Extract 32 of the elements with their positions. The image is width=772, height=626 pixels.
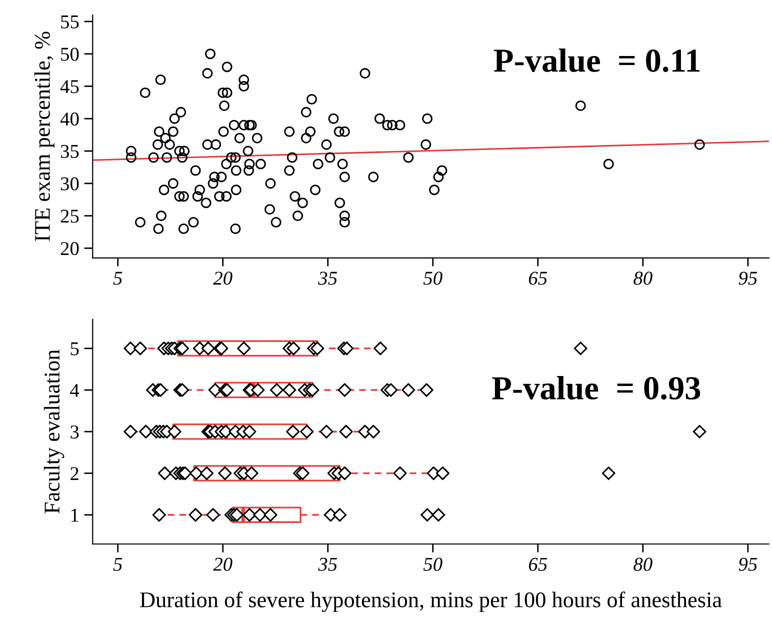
y-tick-label: 50	[61, 48, 79, 61]
x-tick-label: 35	[318, 272, 338, 285]
x-tick-label: 20	[213, 558, 232, 571]
x-tick-label: 95	[738, 558, 758, 571]
y-tick-label: 2	[70, 467, 78, 480]
x-tick-label: 80	[634, 558, 652, 571]
y-axis-title: Faculty evaluation	[44, 350, 64, 514]
annotation: P-value = 0.93	[492, 376, 700, 400]
x-tick-label: 65	[528, 272, 548, 285]
x-tick-label: 65	[528, 558, 548, 571]
x-tick-label: 95	[738, 272, 758, 285]
x-tick-label: 80	[634, 272, 652, 285]
x-tick-label: 35	[318, 558, 338, 571]
x-tick-label: 5	[113, 558, 122, 571]
y-tick-label: 35	[60, 144, 79, 158]
y-tick-label: 30	[60, 177, 79, 190]
y-tick-label: 40	[60, 112, 79, 126]
y-tick-label: 4	[70, 384, 80, 397]
x-axis-title: Duration of severe hypotension, mins per 100 hours of anesthesia	[140, 591, 722, 612]
y-tick-label: 5	[70, 342, 79, 356]
x-tick-label: 20	[213, 272, 232, 285]
y-tick-label: 55	[61, 16, 79, 28]
x-tick-label: 5	[113, 272, 122, 285]
x-tick-label: 50	[423, 558, 442, 571]
y-tick-label: 20	[60, 242, 79, 256]
y-tick-label: 45	[60, 80, 79, 94]
y-tick-label: 3	[70, 425, 79, 439]
y-tick-label: 25	[60, 210, 79, 223]
y-tick-label: 1	[71, 508, 78, 522]
annotation: P-value = 0.11	[494, 48, 700, 72]
x-tick-label: 50	[423, 272, 442, 285]
y-axis-title: ITE exam percentile, %	[34, 32, 54, 242]
